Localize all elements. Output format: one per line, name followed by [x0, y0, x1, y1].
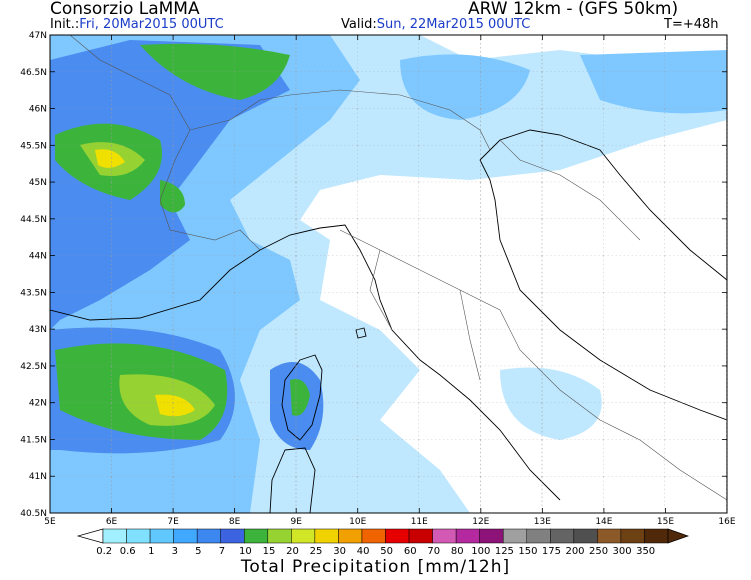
colorbar-swatch	[432, 528, 457, 544]
map-frame	[49, 34, 728, 514]
org-title: Consorzio LaMMA	[50, 0, 200, 19]
lon-label: 13E	[534, 517, 551, 527]
colorbar-level-label: 0.6	[120, 546, 136, 555]
lat-label: 44N	[29, 252, 47, 262]
colorbar-swatch	[196, 528, 221, 544]
colorbar-level-label: 60	[404, 546, 417, 555]
colorbar-labels: 0.2 0.6 1 3 5 7 10 15 20 25 30 40 50 60 70 80 100 125 150 1…	[96, 546, 655, 555]
lon-label: 6E	[106, 517, 118, 527]
colorbar-swatch	[644, 528, 669, 544]
colorbar-level-label: 80	[451, 546, 464, 555]
lat-label: 41.5N	[20, 435, 47, 445]
colorbar-swatch	[361, 528, 386, 544]
lat-label: 45N	[29, 178, 47, 188]
colorbar-swatch	[597, 528, 622, 544]
lon-label: 8E	[229, 517, 241, 527]
colorbar-swatch	[173, 528, 198, 544]
init-label: Init.:	[50, 17, 80, 32]
colorbar-swatch	[408, 528, 433, 544]
colorbar-level-label: 40	[357, 546, 370, 555]
colorbar-swatch	[385, 528, 410, 544]
init-value: Fri, 20Mar2015 00UTC	[79, 17, 224, 32]
precipitation-map: 47N 46.5N 46N 45.5N 45N 44.5N 44N 43.5N 43N 42.5N…	[20, 31, 736, 555]
colorbar-level-label: 7	[219, 546, 225, 555]
colorbar-swatch	[102, 528, 127, 544]
colorbar-swatch	[338, 528, 363, 544]
colorbar-swatch	[291, 528, 316, 544]
colorbar-level-label: 0.2	[96, 546, 112, 555]
lat-label: 40.5N	[20, 509, 47, 519]
longitude-labels: 5E 6E 7E 8E 9E 10E 11E 12E 13E 14E 15E 16E	[44, 517, 736, 527]
model-title: ARW 12km - (GFS 50km)	[468, 0, 679, 19]
colorbar-swatch	[479, 528, 504, 544]
colorbar-swatch	[455, 528, 480, 544]
axis-ticks	[49, 34, 728, 514]
lat-label: 45.5N	[20, 141, 47, 151]
colorbar-swatch	[149, 528, 174, 544]
colorbar-swatch	[502, 528, 528, 544]
colorbar-level-label: 175	[542, 546, 561, 555]
colorbar-swatch	[267, 528, 292, 544]
colorbar-level-label: 5	[195, 546, 201, 555]
colorbar-level-label: 70	[427, 546, 440, 555]
colorbar-swatch	[573, 528, 598, 544]
lat-label: 43N	[29, 325, 47, 335]
lat-label: 47N	[29, 31, 47, 41]
colorbar-swatch	[550, 528, 575, 544]
colorbar-level-label: 250	[589, 546, 608, 555]
colorbar-level-label: 25	[310, 546, 323, 555]
lat-label: 46N	[29, 105, 47, 115]
init-time: Init.:Fri, 20Mar2015 00UTC	[50, 18, 224, 32]
lon-label: 9E	[290, 517, 302, 527]
lon-label: 12E	[472, 517, 489, 527]
colorbar-level-label: 30	[333, 546, 346, 555]
valid-label: Valid:	[341, 17, 377, 32]
lat-label: 42N	[29, 399, 47, 409]
lat-label: 46.5N	[20, 68, 47, 78]
valid-time: Valid:Sun, 22Mar2015 00UTC	[341, 18, 530, 32]
colorbar-level-label: 10	[239, 546, 252, 555]
colorbar-level-label: 300	[613, 546, 632, 555]
lat-label: 41N	[29, 472, 47, 482]
lat-lon-grid	[50, 35, 727, 513]
lon-label: 11E	[411, 517, 428, 527]
lon-label: 16E	[718, 517, 735, 527]
colorbar-swatch	[220, 528, 245, 544]
valid-value: Sun, 22Mar2015 00UTC	[376, 17, 531, 32]
colorbar-swatch	[620, 528, 645, 544]
colorbar-level-label: 15	[263, 546, 276, 555]
colorbar	[76, 528, 690, 544]
lon-label: 10E	[349, 517, 366, 527]
colorbar-level-label: 1	[148, 546, 154, 555]
latitude-labels: 47N 46.5N 46N 45.5N 45N 44.5N 44N 43.5N 43N 42.5N…	[20, 31, 47, 519]
precip-field	[50, 35, 727, 513]
colorbar-level-label: 3	[172, 546, 178, 555]
lat-label: 42.5N	[20, 362, 47, 372]
lon-label: 15E	[657, 517, 674, 527]
legend-title: Total Precipitation [mm/12h]	[240, 557, 511, 577]
lon-label: 7E	[167, 517, 179, 527]
colorbar-level-label: 200	[565, 546, 584, 555]
lon-label: 5E	[44, 517, 56, 527]
colorbar-arrow-left	[76, 528, 104, 544]
colorbar-level-label: 20	[286, 546, 299, 555]
colorbar-swatch	[244, 528, 269, 544]
colorbar-arrow-right	[667, 528, 690, 544]
lat-label: 44.5N	[20, 215, 47, 225]
colorbar-swatch	[126, 528, 151, 544]
lead-time: T=+48h	[664, 17, 719, 32]
lon-label: 14E	[595, 517, 612, 527]
colorbar-level-label: 100	[471, 546, 490, 555]
colorbar-level-label: 50	[380, 546, 393, 555]
colorbar-level-label: 350	[636, 546, 655, 555]
lat-label: 43.5N	[20, 288, 47, 298]
colorbar-level-label: 125	[495, 546, 514, 555]
colorbar-swatch	[526, 528, 551, 544]
colorbar-level-label: 150	[518, 546, 537, 555]
colorbar-swatch	[314, 528, 339, 544]
